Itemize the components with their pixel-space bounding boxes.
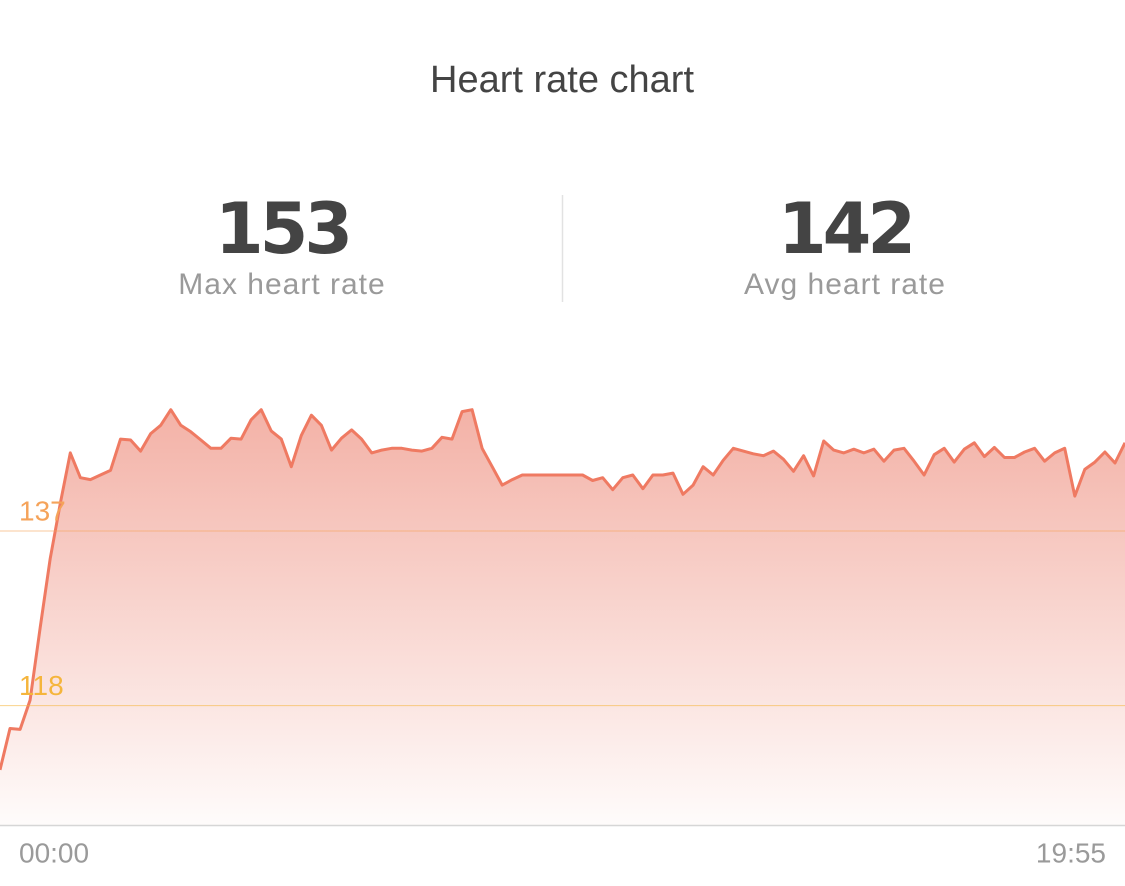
area-fill xyxy=(0,409,1125,825)
plot: 118 137 00:00 19:55 xyxy=(0,408,1125,868)
x-start-label: 00:00 xyxy=(19,837,89,868)
avg-value: 142 xyxy=(778,188,912,270)
page-title: Heart rate chart xyxy=(430,59,694,101)
avg-label: Avg heart rate xyxy=(744,268,946,301)
heart-rate-line xyxy=(0,408,1125,771)
max-value: 153 xyxy=(215,188,349,270)
x-end-label: 19:55 xyxy=(1036,837,1106,868)
max-label: Max heart rate xyxy=(178,268,385,301)
y-tick-label: 137 xyxy=(19,495,66,526)
y-tick-label: 118 xyxy=(19,670,64,701)
